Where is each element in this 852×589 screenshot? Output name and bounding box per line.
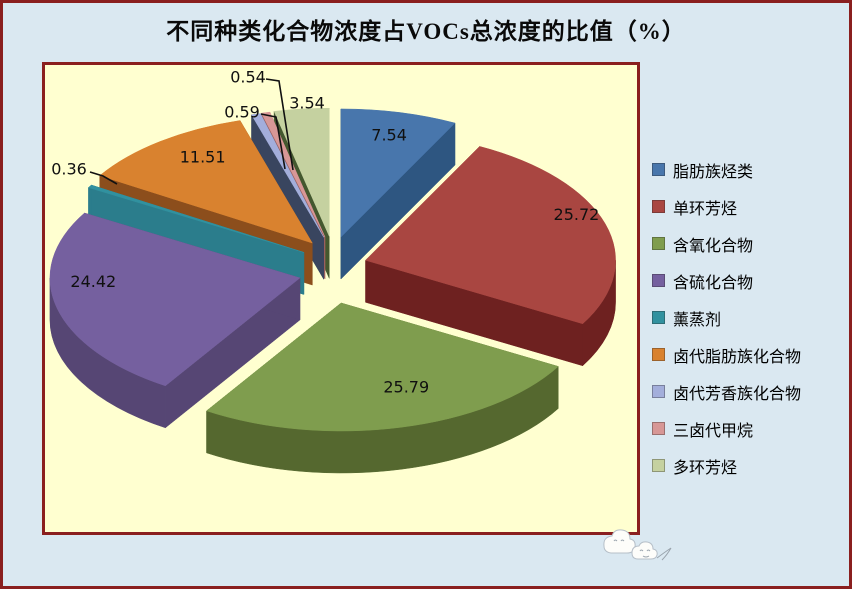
value-label: 3.54 xyxy=(289,94,325,113)
legend-item: 多环芳烃 xyxy=(652,447,848,484)
pie-slice-top xyxy=(251,113,324,238)
legend-swatch xyxy=(652,237,665,250)
legend-item: 薰蒸剂 xyxy=(652,299,848,336)
legend-item: 三卤代甲烷 xyxy=(652,410,848,447)
legend-swatch xyxy=(652,200,665,213)
chart-title: 不同种类化合物浓度占VOCs总浓度的比值（%） xyxy=(166,19,686,44)
pie-slice-top xyxy=(206,302,559,432)
pie-slice xyxy=(206,302,559,474)
legend-swatch xyxy=(652,459,665,472)
value-label: 25.72 xyxy=(554,205,600,224)
legend-item: 卤代芳香族化合物 xyxy=(652,373,848,410)
pie-slice xyxy=(340,108,456,280)
leader-line xyxy=(265,78,294,171)
plot-area: 7.54 25.72 25.79 24.42 0.36 11.51 0.59 0.54 3.54 xyxy=(42,62,640,535)
pie-slice xyxy=(49,212,301,429)
legend-swatch xyxy=(652,385,665,398)
pie-slice-top xyxy=(365,146,616,325)
legend-label: 多环芳烃 xyxy=(673,459,738,477)
value-label: 0.54 xyxy=(230,68,266,87)
leader-line xyxy=(89,171,118,185)
pie-slice-top xyxy=(261,111,326,238)
legend-item: 含氧化合物 xyxy=(652,225,848,262)
legend-label: 卤代芳香族化合物 xyxy=(673,385,802,403)
legend-swatch xyxy=(652,422,665,435)
pie-slice-top xyxy=(87,184,304,253)
legend-label: 卤代脂肪族化合物 xyxy=(673,348,802,366)
legend-label: 含硫化合物 xyxy=(673,274,754,292)
legend-item: 含硫化合物 xyxy=(652,262,848,299)
watermark-cloud-icon xyxy=(603,529,672,561)
pie-slice-top xyxy=(99,120,313,244)
value-label: 11.51 xyxy=(180,148,226,167)
legend-swatch xyxy=(652,163,665,176)
legend-item: 卤代脂肪族化合物 xyxy=(652,336,848,373)
legend-item: 脂肪族烃类 xyxy=(652,151,848,188)
value-label: 25.79 xyxy=(383,378,429,397)
legend-item: 单环芳烃 xyxy=(652,188,848,225)
legend-label: 三卤代甲烷 xyxy=(673,422,754,440)
value-label: 24.42 xyxy=(70,272,116,291)
legend: 脂肪族烃类单环芳烃含氧化合物含硫化合物薰蒸剂卤代脂肪族化合物 卤代芳香族化合物 三卤… xyxy=(652,151,848,484)
leader-line xyxy=(260,113,286,170)
pie-slice xyxy=(365,145,616,367)
value-label: 0.59 xyxy=(224,103,260,122)
legend-label: 单环芳烃 xyxy=(673,200,738,218)
legend-label: 含氧化合物 xyxy=(673,237,754,255)
value-label: 7.54 xyxy=(371,126,407,145)
pie-slice-top xyxy=(49,212,301,387)
value-label: 0.36 xyxy=(51,160,87,179)
legend-swatch xyxy=(652,274,665,287)
legend-label: 薰蒸剂 xyxy=(673,311,722,329)
legend-swatch xyxy=(652,348,665,361)
legend-label: 脂肪族烃类 xyxy=(673,163,754,181)
legend-swatch xyxy=(652,311,665,324)
pie-chart: 7.54 25.72 25.79 24.42 0.36 11.51 0.59 0.54 3.54 xyxy=(49,68,616,474)
pie-slice-top xyxy=(340,108,456,238)
